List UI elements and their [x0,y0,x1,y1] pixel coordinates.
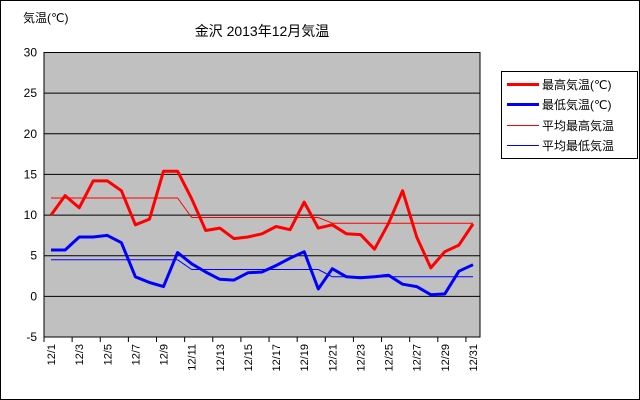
x-tick-label: 12/21 [327,344,339,372]
x-tick-label: 12/29 [440,344,452,372]
legend: 最高気温(℃) 最低気温(℃) 平均最高気温 平均最低気温 [501,71,638,159]
legend-label-avg-max: 平均最高気温 [542,118,615,133]
legend-label-max: 最高気温(℃) [542,77,612,92]
x-tick-label: 12/19 [299,344,311,372]
legend-item-avg-min: 平均最低気温 [502,136,637,156]
y-tick-label: 25 [24,86,38,100]
legend-item-min: 最低気温(℃) [502,95,637,115]
x-tick-label: 12/1 [46,344,58,365]
legend-label-min: 最低気温(℃) [542,98,612,113]
y-tick-label: -5 [26,330,37,344]
y-tick-label: 15 [24,167,38,181]
legend-item-max: 最高気温(℃) [502,74,637,94]
x-tick-label: 12/25 [384,344,396,372]
x-tick-label: 12/9 [159,344,171,365]
x-tick-label: 12/15 [243,344,255,372]
x-tick-label: 12/17 [271,344,283,372]
series-avg-min-line [51,259,473,278]
series-max-temp-line [49,169,475,270]
y-tick-label: 20 [24,127,38,141]
x-tick-label: 12/13 [215,344,227,372]
y-tick-label: 5 [30,249,37,263]
x-tick-label: 12/3 [74,344,86,365]
x-tick-label: 12/27 [412,344,424,372]
plot-border [43,52,481,338]
x-tick-label: 12/11 [187,344,199,371]
avg-min-line-swatch [507,145,539,147]
plot-background [44,52,480,337]
x-tick-label: 12/31 [468,344,480,372]
legend-item-avg-max: 平均最高気温 [502,115,637,135]
x-tick-label: 12/23 [355,344,367,372]
series-avg-max-line [51,197,473,224]
y-tick-label: 0 [30,289,37,303]
min-temp-line-swatch [507,103,539,107]
max-temp-line-swatch [507,82,539,86]
y-tick-label: 30 [24,46,38,60]
chart-title: 金沢 2013年12月気温 [194,23,330,39]
legend-label-avg-min: 平均最低気温 [542,139,615,154]
x-tick-label: 12/7 [130,344,142,365]
x-tick-label: 12/5 [102,344,114,365]
series-min-temp-line [51,233,474,297]
y-tick-label: 10 [24,208,38,222]
avg-max-line-swatch [507,124,539,126]
y-axis-title: 気温(℃) [23,11,69,25]
